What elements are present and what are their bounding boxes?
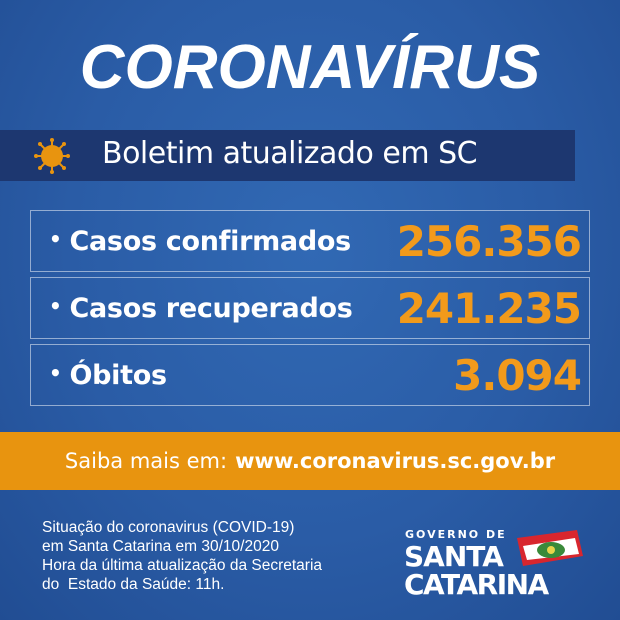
more-info-prefix: Saiba mais em: <box>64 449 228 473</box>
bullet: • <box>49 360 62 385</box>
stat-value: 241.235 <box>396 283 582 333</box>
footer-line: Situação do coronavirus (COVID-19) <box>42 519 295 536</box>
footer-note: Situação do coronavirus (COVID-19) em Sa… <box>42 518 322 594</box>
more-info-bar: Saiba mais em: www.coronavirus.sc.gov.br <box>0 432 620 490</box>
bulletin-banner: Boletim atualizado em SC <box>0 130 575 181</box>
footer-line: Hora da última atualização da Secretaria <box>42 557 323 574</box>
stat-value: 3.094 <box>453 350 582 400</box>
website-link[interactable]: www.coronavirus.sc.gov.br <box>235 449 556 473</box>
stat-label: Óbitos <box>69 359 167 391</box>
stat-recovered: • Casos recuperados 241.235 <box>30 277 590 339</box>
logo-line3: CATARINA <box>405 568 550 596</box>
virus-icon <box>34 138 70 174</box>
stat-label: Casos recuperados <box>69 292 353 324</box>
stat-value: 256.356 <box>396 216 582 266</box>
government-logo: GOVERNO DE SANTA CATARINA <box>405 528 583 596</box>
stat-label: Casos confirmados <box>69 225 351 257</box>
logo-line1: GOVERNO DE <box>405 528 507 541</box>
bullet: • <box>49 293 62 318</box>
stat-deaths: • Óbitos 3.094 <box>30 344 590 406</box>
footer-line: em Santa Catarina em 30/10/2020 <box>42 538 279 555</box>
footer-line: do Estado da Saúde: 11h. <box>42 576 225 593</box>
page-title: CORONAVÍRUS <box>79 33 541 102</box>
bullet: • <box>49 226 62 251</box>
banner-text: Boletim atualizado em SC <box>102 136 478 171</box>
stat-confirmed: • Casos confirmados 256.356 <box>30 210 590 272</box>
logo-line2: SANTA <box>405 540 504 573</box>
